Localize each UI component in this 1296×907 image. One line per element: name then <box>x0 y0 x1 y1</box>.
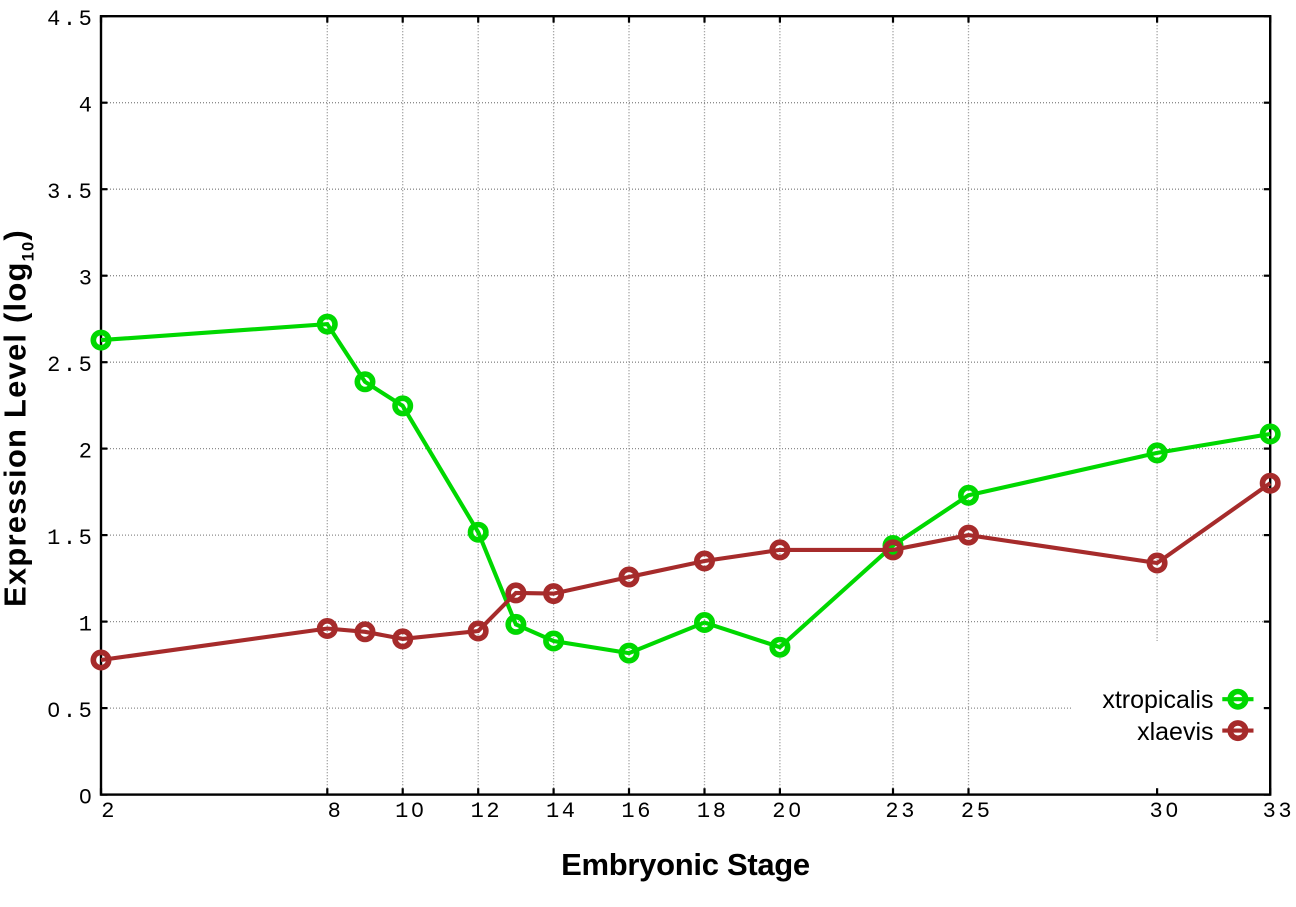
svg-text:10: 10 <box>395 799 427 824</box>
svg-text:3.5: 3.5 <box>47 180 94 205</box>
svg-text:xtropicalis: xtropicalis <box>1102 686 1213 714</box>
svg-text:4.5: 4.5 <box>47 7 94 32</box>
svg-text:xlaevis: xlaevis <box>1137 718 1213 746</box>
svg-text:3: 3 <box>79 267 95 292</box>
svg-text:1.5: 1.5 <box>47 526 94 551</box>
svg-text:25: 25 <box>961 799 993 824</box>
svg-text:16: 16 <box>621 799 653 824</box>
svg-text:4: 4 <box>79 94 95 119</box>
svg-text:2: 2 <box>79 439 95 464</box>
svg-text:12: 12 <box>471 799 503 824</box>
svg-text:Expression Level (log10): Expression Level (log10) <box>0 229 37 607</box>
svg-text:2: 2 <box>101 799 117 824</box>
svg-text:0: 0 <box>79 785 95 810</box>
svg-text:30: 30 <box>1149 799 1181 824</box>
svg-text:Embryonic Stage: Embryonic Stage <box>561 847 810 882</box>
svg-text:14: 14 <box>546 799 578 824</box>
svg-text:23: 23 <box>885 799 917 824</box>
svg-text:33: 33 <box>1263 799 1295 824</box>
svg-text:18: 18 <box>697 799 729 824</box>
svg-text:1: 1 <box>79 612 95 637</box>
svg-text:2.5: 2.5 <box>47 353 94 378</box>
svg-text:20: 20 <box>772 799 804 824</box>
svg-text:8: 8 <box>328 799 344 824</box>
